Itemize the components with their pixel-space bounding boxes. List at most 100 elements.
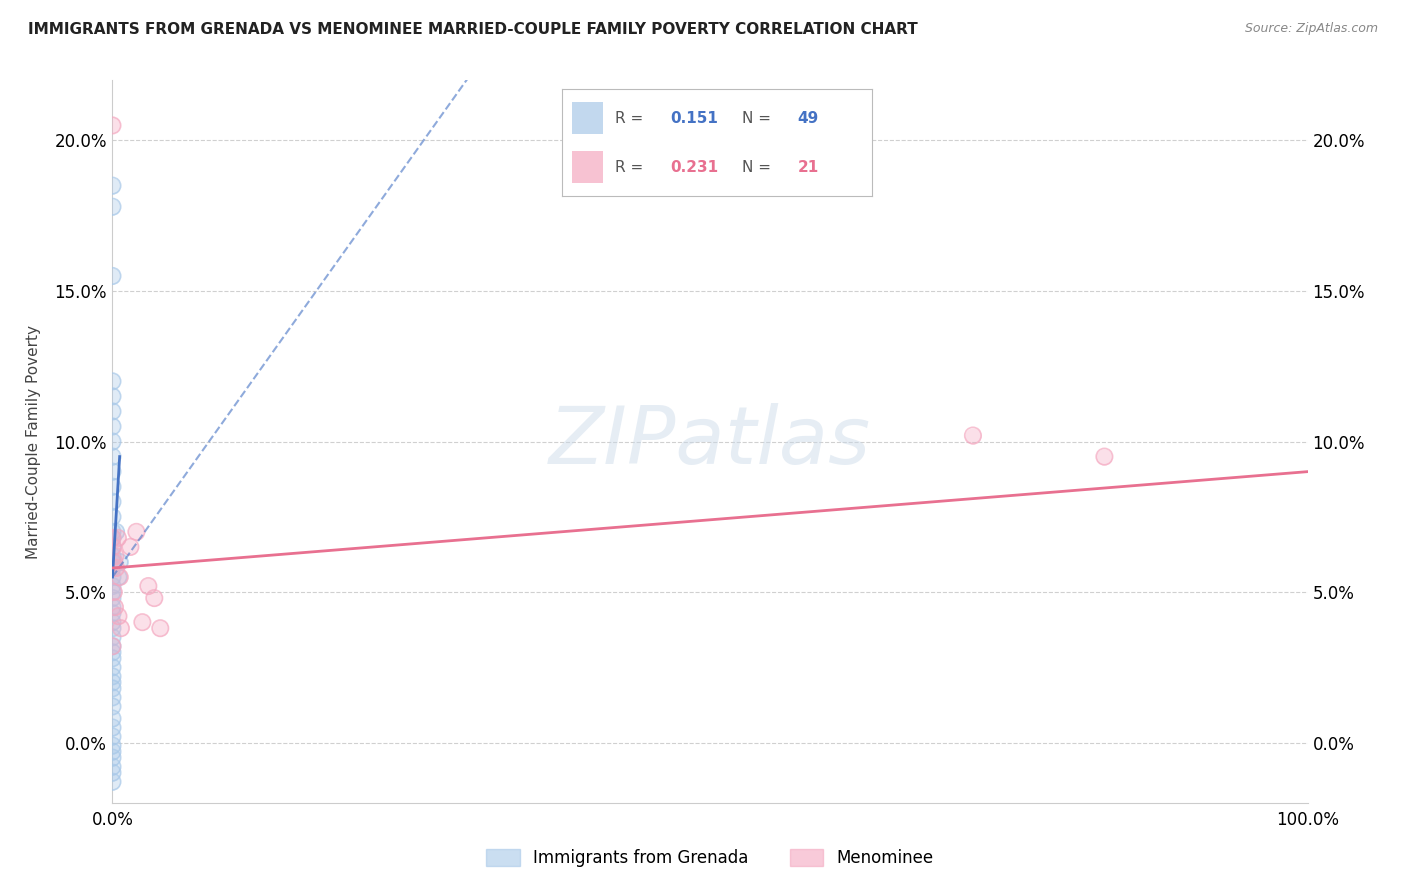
- Point: [101, 450, 124, 464]
- Point: [101, 561, 124, 575]
- Point: [104, 549, 127, 563]
- Point: [101, 434, 124, 449]
- Point: [101, 739, 124, 753]
- Text: 21: 21: [797, 160, 818, 175]
- Point: [101, 712, 124, 726]
- Point: [101, 480, 124, 494]
- Point: [101, 639, 124, 653]
- Point: [101, 375, 124, 389]
- Point: [131, 615, 153, 630]
- Point: [101, 450, 124, 464]
- Point: [101, 699, 124, 714]
- Text: 0.151: 0.151: [671, 111, 718, 126]
- Point: [101, 606, 124, 620]
- Point: [105, 524, 128, 539]
- Point: [143, 591, 166, 606]
- Point: [101, 570, 124, 584]
- Point: [962, 428, 984, 442]
- Point: [101, 494, 124, 508]
- Point: [107, 609, 129, 624]
- Point: [101, 119, 124, 133]
- Point: [101, 178, 124, 193]
- Point: [103, 555, 125, 569]
- Point: [101, 531, 124, 545]
- Point: [101, 200, 124, 214]
- Point: [101, 639, 124, 653]
- Point: [101, 531, 124, 545]
- Point: [107, 609, 129, 624]
- Point: [101, 585, 124, 599]
- Point: [108, 555, 131, 569]
- Point: [138, 579, 160, 593]
- Point: [143, 591, 166, 606]
- Point: [101, 509, 124, 524]
- Point: [101, 669, 124, 683]
- Point: [101, 621, 124, 635]
- Point: [101, 721, 124, 735]
- Text: IMMIGRANTS FROM GRENADA VS MENOMINEE MARRIED-COUPLE FAMILY POVERTY CORRELATION C: IMMIGRANTS FROM GRENADA VS MENOMINEE MAR…: [28, 22, 918, 37]
- Point: [101, 630, 124, 644]
- Point: [103, 555, 125, 569]
- Point: [101, 389, 124, 403]
- Point: [105, 561, 128, 575]
- Point: [101, 524, 124, 539]
- Point: [101, 480, 124, 494]
- Point: [101, 561, 124, 575]
- Point: [101, 606, 124, 620]
- Point: [101, 721, 124, 735]
- Point: [101, 774, 124, 789]
- Text: 49: 49: [797, 111, 818, 126]
- Point: [101, 268, 124, 283]
- Point: [101, 730, 124, 744]
- Point: [101, 765, 124, 780]
- Point: [107, 570, 129, 584]
- Point: [101, 585, 124, 599]
- Point: [101, 621, 124, 635]
- Point: [101, 591, 124, 606]
- Legend: Immigrants from Grenada, Menominee: Immigrants from Grenada, Menominee: [479, 842, 941, 874]
- Y-axis label: Married-Couple Family Poverty: Married-Couple Family Poverty: [25, 325, 41, 558]
- Point: [101, 524, 124, 539]
- Point: [101, 774, 124, 789]
- Point: [101, 555, 124, 569]
- Point: [101, 531, 124, 545]
- Point: [1094, 450, 1116, 464]
- Point: [104, 549, 127, 563]
- Point: [108, 570, 131, 584]
- Point: [101, 660, 124, 674]
- Bar: [572, 152, 603, 184]
- Point: [101, 615, 124, 630]
- Point: [962, 428, 984, 442]
- Point: [101, 750, 124, 764]
- Point: [101, 600, 124, 615]
- Point: [107, 570, 129, 584]
- Point: [101, 434, 124, 449]
- Point: [101, 681, 124, 696]
- Point: [108, 555, 131, 569]
- Point: [1094, 450, 1116, 464]
- Point: [101, 570, 124, 584]
- Point: [101, 119, 124, 133]
- Point: [101, 630, 124, 644]
- Bar: [572, 102, 603, 134]
- Point: [101, 645, 124, 659]
- Point: [101, 579, 124, 593]
- Point: [101, 712, 124, 726]
- Point: [101, 651, 124, 665]
- Point: [125, 524, 148, 539]
- Point: [138, 579, 160, 593]
- Point: [131, 615, 153, 630]
- Point: [101, 531, 124, 545]
- Text: R =: R =: [614, 111, 648, 126]
- Point: [108, 570, 131, 584]
- Point: [101, 600, 124, 615]
- Point: [101, 465, 124, 479]
- Text: ZIPatlas: ZIPatlas: [548, 402, 872, 481]
- Point: [103, 585, 125, 599]
- Point: [101, 200, 124, 214]
- Point: [101, 494, 124, 508]
- Point: [101, 540, 124, 554]
- Point: [101, 419, 124, 434]
- Point: [125, 524, 148, 539]
- Point: [101, 745, 124, 759]
